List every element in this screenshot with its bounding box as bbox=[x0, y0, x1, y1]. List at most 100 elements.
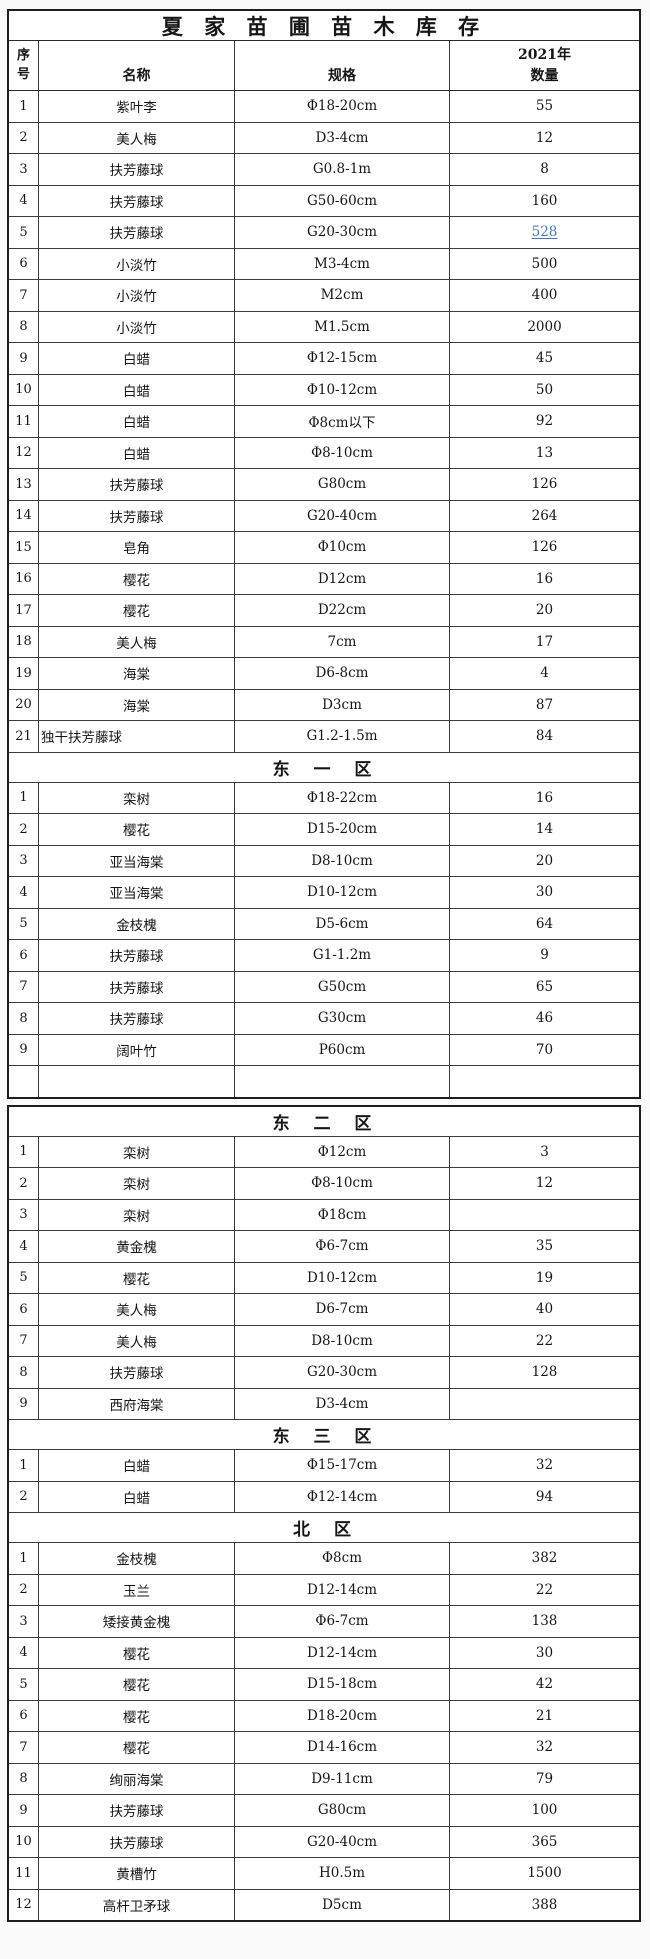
cell-spec: Φ12-14cm bbox=[235, 1481, 450, 1512]
cell-name: 扶芳藤球 bbox=[39, 971, 235, 1002]
cell-name: 小淡竹 bbox=[39, 280, 235, 311]
cell-no: 8 bbox=[9, 1003, 39, 1034]
cell-name: 紫叶李 bbox=[39, 91, 235, 122]
cell-spec: D22cm bbox=[235, 595, 450, 626]
table-row: 16 樱花 D12cm 16 bbox=[9, 563, 639, 595]
cell-name: 绚丽海棠 bbox=[39, 1763, 235, 1794]
cell-no: 4 bbox=[9, 877, 39, 908]
cell-no: 1 bbox=[9, 91, 39, 122]
cell-qty: 365 bbox=[531, 1833, 558, 1850]
cell-name: 栾树 bbox=[39, 1168, 235, 1199]
cell-no: 2 bbox=[9, 1168, 39, 1199]
table-row: 8 扶芳藤球 G30cm 46 bbox=[9, 1003, 639, 1035]
cell-qty: 22 bbox=[535, 1332, 554, 1349]
cell-name: 扶芳藤球 bbox=[39, 469, 235, 500]
cell-no: 4 bbox=[9, 185, 39, 216]
qty-hyperlink[interactable]: 528 bbox=[531, 224, 558, 241]
column-header-row: 序 号 名称 规格 2021年 数量 bbox=[9, 41, 639, 91]
cell-spec: G1.2-1.5m bbox=[235, 721, 450, 752]
cell-name: 扶芳藤球 bbox=[39, 500, 235, 531]
cell-spec: D9-11cm bbox=[235, 1763, 450, 1794]
table-row: 1 栾树 Φ18-22cm 16 bbox=[9, 782, 639, 814]
cell-no: 6 bbox=[9, 940, 39, 971]
cell-qty: 9 bbox=[540, 947, 549, 964]
cell-name: 独干扶芳藤球 bbox=[39, 721, 235, 752]
cell-name: 白蜡 bbox=[39, 406, 235, 437]
table-row: 6 小淡竹 M3-4cm 500 bbox=[9, 248, 639, 280]
cell-qty: 84 bbox=[535, 728, 554, 745]
table-row: 3 栾树 Φ18cm bbox=[9, 1199, 639, 1231]
table-row: 9 西府海棠 D3-4cm bbox=[9, 1388, 639, 1420]
cell-qty: 138 bbox=[531, 1613, 558, 1630]
cell-spec: D8-10cm bbox=[235, 1325, 450, 1356]
table-row: 6 扶芳藤球 G1-1.2m 9 bbox=[9, 940, 639, 972]
table-row: 12 高杆卫矛球 D5cm 388 bbox=[9, 1889, 639, 1920]
table-row: 11 白蜡 Φ8cm以下 92 bbox=[9, 406, 639, 438]
cell-qty: 32 bbox=[535, 1739, 554, 1756]
cell-spec: D12-14cm bbox=[235, 1574, 450, 1605]
cell-qty: 14 bbox=[535, 821, 554, 838]
cell-no: 11 bbox=[9, 1858, 39, 1889]
cell-spec: G20-40cm bbox=[235, 1826, 450, 1857]
cell-no: 5 bbox=[9, 908, 39, 939]
cell-spec: G80cm bbox=[235, 469, 450, 500]
cell-no: 2 bbox=[9, 122, 39, 153]
cell-spec: H0.5m bbox=[235, 1858, 450, 1889]
cell-name: 樱花 bbox=[39, 814, 235, 845]
cell-qty: 40 bbox=[535, 1301, 554, 1318]
cell-name bbox=[39, 1066, 235, 1097]
cell-no: 10 bbox=[9, 1826, 39, 1857]
cell-no: 20 bbox=[9, 689, 39, 720]
section-header: 东 三 区 bbox=[9, 1420, 639, 1450]
cell-qty: 79 bbox=[535, 1770, 554, 1787]
cell-name: 栾树 bbox=[39, 782, 235, 813]
cell-name: 矮接黄金槐 bbox=[39, 1606, 235, 1637]
cell-no: 7 bbox=[9, 280, 39, 311]
cell-name: 白蜡 bbox=[39, 343, 235, 374]
cell-qty: 65 bbox=[535, 978, 554, 995]
table-row: 4 黄金槐 Φ6-7cm 35 bbox=[9, 1231, 639, 1263]
table-body-main: 1 紫叶李 Φ18-20cm 55 2 美人梅 D3-4cm 12 3 扶芳藤球 G0.8-1m 8 4… bbox=[9, 91, 639, 1097]
cell-no: 7 bbox=[9, 1732, 39, 1763]
table-row: 9 白蜡 Φ12-15cm 45 bbox=[9, 343, 639, 375]
cell-name: 樱花 bbox=[39, 595, 235, 626]
cell-spec: D6-8cm bbox=[235, 658, 450, 689]
cell-no: 6 bbox=[9, 1294, 39, 1325]
cell-name: 白蜡 bbox=[39, 374, 235, 405]
table-body-secondary: 东 二 区 1 栾树 Φ12cm 3 2 栾树 Φ8-10cm 12 3 栾树 Φ18cm 4 黄金槐 Φ6… bbox=[9, 1107, 639, 1920]
cell-no: 2 bbox=[9, 814, 39, 845]
table-row: 4 樱花 D12-14cm 30 bbox=[9, 1637, 639, 1669]
cell-spec: D12-14cm bbox=[235, 1637, 450, 1668]
cell-no: 6 bbox=[9, 1700, 39, 1731]
cell-name: 樱花 bbox=[39, 1669, 235, 1700]
table-row: 20 海棠 D3cm 87 bbox=[9, 689, 639, 721]
cell-name: 扶芳藤球 bbox=[39, 1357, 235, 1388]
cell-no: 18 bbox=[9, 626, 39, 657]
cell-name: 小淡竹 bbox=[39, 248, 235, 279]
cell-qty: 35 bbox=[535, 1238, 554, 1255]
cell-qty bbox=[450, 1066, 639, 1097]
table-row: 5 樱花 D10-12cm 19 bbox=[9, 1262, 639, 1294]
table-row: 4 扶芳藤球 G50-60cm 160 bbox=[9, 185, 639, 217]
table-row: 8 绚丽海棠 D9-11cm 79 bbox=[9, 1763, 639, 1795]
cell-no: 3 bbox=[9, 1606, 39, 1637]
cell-name: 美人梅 bbox=[39, 1325, 235, 1356]
cell-name: 扶芳藤球 bbox=[39, 940, 235, 971]
cell-name: 扶芳藤球 bbox=[39, 1826, 235, 1857]
cell-name: 玉兰 bbox=[39, 1574, 235, 1605]
cell-spec: Φ8-10cm bbox=[235, 437, 450, 468]
cell-spec: D14-16cm bbox=[235, 1732, 450, 1763]
cell-no: 7 bbox=[9, 1325, 39, 1356]
cell-qty: 46 bbox=[535, 1010, 554, 1027]
cell-name: 樱花 bbox=[39, 1262, 235, 1293]
cell-qty: 92 bbox=[535, 413, 554, 430]
cell-qty: 16 bbox=[535, 570, 554, 587]
cell-qty: 264 bbox=[531, 507, 558, 524]
section-header: 东 二 区 bbox=[9, 1107, 639, 1137]
table-row: 17 樱花 D22cm 20 bbox=[9, 595, 639, 627]
cell-qty: 70 bbox=[535, 1041, 554, 1058]
table-row: 11 黄槽竹 H0.5m 1500 bbox=[9, 1858, 639, 1890]
cell-spec: D8-10cm bbox=[235, 845, 450, 876]
table-row: 7 樱花 D14-16cm 32 bbox=[9, 1732, 639, 1764]
cell-qty: 17 bbox=[535, 633, 554, 650]
